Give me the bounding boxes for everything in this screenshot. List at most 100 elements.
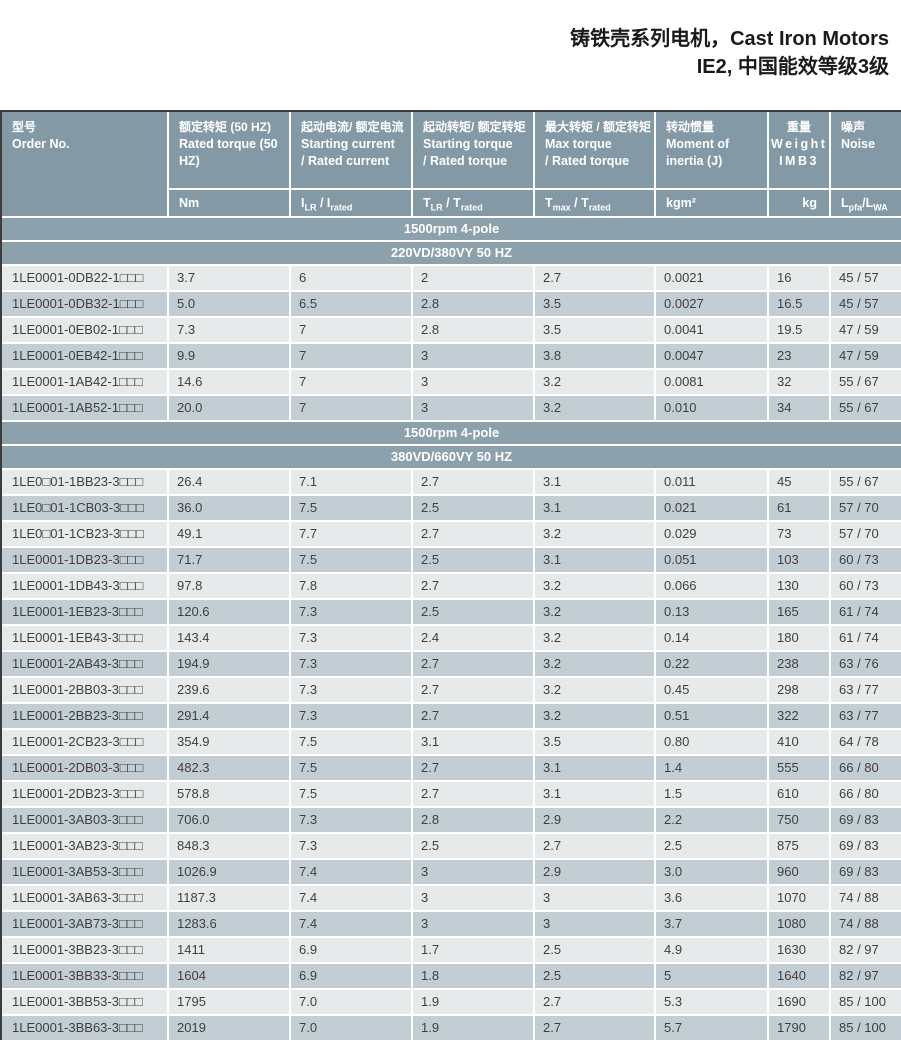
cell-max-torque-ratio: 3 bbox=[535, 886, 654, 910]
table-row: 1LE0001-3AB53-3□□□ 1026.9 7.4 3 2.9 3.0 960 69 … bbox=[2, 860, 901, 884]
unit-moment-of-inertia: kgm² bbox=[656, 190, 767, 216]
cell-starting-torque-ratio: 3 bbox=[413, 370, 533, 394]
cell-noise: 45 / 57 bbox=[831, 266, 901, 290]
cell-order-no: 1LE0001-0DB22-1□□□ bbox=[2, 266, 167, 290]
cell-starting-current-ratio: 7.4 bbox=[291, 912, 411, 936]
cell-rated-torque: 26.4 bbox=[169, 470, 289, 494]
cell-starting-torque-ratio: 3 bbox=[413, 344, 533, 368]
cell-starting-current-ratio: 7 bbox=[291, 396, 411, 420]
cell-moment-of-inertia: 0.0081 bbox=[656, 370, 767, 394]
cell-starting-torque-ratio: 2.8 bbox=[413, 318, 533, 342]
cell-weight: 238 bbox=[769, 652, 829, 676]
cell-starting-current-ratio: 7 bbox=[291, 318, 411, 342]
table-row: 1LE0001-2DB23-3□□□ 578.8 7.5 2.7 3.1 1.5 610 66… bbox=[2, 782, 901, 806]
cell-order-no: 1LE0001-3AB63-3□□□ bbox=[2, 886, 167, 910]
cell-max-torque-ratio: 3.2 bbox=[535, 626, 654, 650]
cell-noise: 85 / 100 bbox=[831, 990, 901, 1014]
cell-noise: 69 / 83 bbox=[831, 860, 901, 884]
cell-max-torque-ratio: 3.5 bbox=[535, 318, 654, 342]
cell-moment-of-inertia: 0.029 bbox=[656, 522, 767, 546]
unit-noise: Lpfa/LWA bbox=[831, 190, 901, 216]
cell-noise: 74 / 88 bbox=[831, 912, 901, 936]
cell-weight: 19.5 bbox=[769, 318, 829, 342]
cell-moment-of-inertia: 0.51 bbox=[656, 704, 767, 728]
header-starting-torque: 起动转矩/ 额定转矩 Starting torque / Rated torqu… bbox=[413, 112, 533, 188]
table-row: 1LE0001-1DB23-3□□□ 71.7 7.5 2.5 3.1 0.051 103 6… bbox=[2, 548, 901, 572]
cell-max-torque-ratio: 3.2 bbox=[535, 396, 654, 420]
cell-max-torque-ratio: 2.5 bbox=[535, 964, 654, 988]
cell-weight: 180 bbox=[769, 626, 829, 650]
cell-rated-torque: 291.4 bbox=[169, 704, 289, 728]
table-row: 1LE0001-3BB53-3□□□ 1795 7.0 1.9 2.7 5.3 1690 85… bbox=[2, 990, 901, 1014]
table-row: 1LE0001-1AB52-1□□□ 20.0 7 3 3.2 0.010 34 55 / 6… bbox=[2, 396, 901, 420]
cell-starting-torque-ratio: 2.8 bbox=[413, 292, 533, 316]
cell-starting-torque-ratio: 3 bbox=[413, 396, 533, 420]
cell-moment-of-inertia: 0.13 bbox=[656, 600, 767, 624]
cell-order-no: 1LE0001-1EB23-3□□□ bbox=[2, 600, 167, 624]
cell-max-torque-ratio: 2.9 bbox=[535, 808, 654, 832]
unit-max-torque: Tmax / Trated bbox=[535, 190, 654, 216]
cell-moment-of-inertia: 0.0021 bbox=[656, 266, 767, 290]
unit-starting-torque: TLR / Trated bbox=[413, 190, 533, 216]
cell-starting-torque-ratio: 1.8 bbox=[413, 964, 533, 988]
cell-max-torque-ratio: 3.2 bbox=[535, 370, 654, 394]
table-row: 1LE0001-3AB03-3□□□ 706.0 7.3 2.8 2.9 2.2 750 69… bbox=[2, 808, 901, 832]
cell-moment-of-inertia: 0.011 bbox=[656, 470, 767, 494]
cell-starting-current-ratio: 6 bbox=[291, 266, 411, 290]
header-noise: 噪声 Noise bbox=[831, 112, 901, 188]
cell-max-torque-ratio: 3.2 bbox=[535, 652, 654, 676]
cell-max-torque-ratio: 2.9 bbox=[535, 860, 654, 884]
cell-starting-current-ratio: 7 bbox=[291, 344, 411, 368]
cell-moment-of-inertia: 0.45 bbox=[656, 678, 767, 702]
cell-starting-current-ratio: 7.3 bbox=[291, 678, 411, 702]
cell-moment-of-inertia: 0.0027 bbox=[656, 292, 767, 316]
unit-weight: kg bbox=[769, 190, 829, 216]
header-max-torque: 最大转矩 / 额定转矩 Max torque / Rated torque bbox=[535, 112, 654, 188]
cell-max-torque-ratio: 3.2 bbox=[535, 678, 654, 702]
table-row: 1LE0001-1EB23-3□□□ 120.6 7.3 2.5 3.2 0.13 165 6… bbox=[2, 600, 901, 624]
cell-rated-torque: 578.8 bbox=[169, 782, 289, 806]
cell-weight: 73 bbox=[769, 522, 829, 546]
cell-max-torque-ratio: 3.5 bbox=[535, 730, 654, 754]
cell-starting-torque-ratio: 2.7 bbox=[413, 652, 533, 676]
cell-starting-torque-ratio: 2.5 bbox=[413, 496, 533, 520]
section-band-speed: 1500rpm 4-pole bbox=[2, 218, 901, 240]
cell-weight: 960 bbox=[769, 860, 829, 884]
cell-order-no: 1LE0001-3AB03-3□□□ bbox=[2, 808, 167, 832]
cell-starting-current-ratio: 7.7 bbox=[291, 522, 411, 546]
table-row: 1LE0001-3AB73-3□□□ 1283.6 7.4 3 3 3.7 1080 74 /… bbox=[2, 912, 901, 936]
cell-rated-torque: 36.0 bbox=[169, 496, 289, 520]
cell-max-torque-ratio: 3.2 bbox=[535, 522, 654, 546]
cell-max-torque-ratio: 2.7 bbox=[535, 1016, 654, 1040]
cell-rated-torque: 2019 bbox=[169, 1016, 289, 1040]
table-row: 1LE0001-3AB63-3□□□ 1187.3 7.4 3 3 3.6 1070 74 /… bbox=[2, 886, 901, 910]
table-row: 1LE0001-3AB23-3□□□ 848.3 7.3 2.5 2.7 2.5 875 69… bbox=[2, 834, 901, 858]
cell-order-no: 1LE0001-1AB42-1□□□ bbox=[2, 370, 167, 394]
cell-starting-torque-ratio: 3 bbox=[413, 860, 533, 884]
cell-moment-of-inertia: 0.80 bbox=[656, 730, 767, 754]
cell-noise: 64 / 78 bbox=[831, 730, 901, 754]
cell-moment-of-inertia: 4.9 bbox=[656, 938, 767, 962]
cell-starting-torque-ratio: 2.7 bbox=[413, 756, 533, 780]
cell-weight: 34 bbox=[769, 396, 829, 420]
cell-max-torque-ratio: 3.1 bbox=[535, 548, 654, 572]
cell-starting-torque-ratio: 2.4 bbox=[413, 626, 533, 650]
cell-rated-torque: 1283.6 bbox=[169, 912, 289, 936]
header-starting-current: 起动电流/ 额定电流 Starting current / Rated curr… bbox=[291, 112, 411, 188]
cell-starting-current-ratio: 6.9 bbox=[291, 938, 411, 962]
cell-rated-torque: 20.0 bbox=[169, 396, 289, 420]
cell-starting-torque-ratio: 1.9 bbox=[413, 990, 533, 1014]
cell-starting-torque-ratio: 3 bbox=[413, 886, 533, 910]
cell-weight: 45 bbox=[769, 470, 829, 494]
cell-rated-torque: 7.3 bbox=[169, 318, 289, 342]
page-title: 铸铁壳系列电机，Cast Iron Motors IE2, 中国能效等级3级 bbox=[0, 0, 901, 81]
cell-weight: 61 bbox=[769, 496, 829, 520]
cell-moment-of-inertia: 1.5 bbox=[656, 782, 767, 806]
table-header: 型号 Order No. 额定转矩 (50 HZ) Rated torque (… bbox=[2, 112, 901, 216]
cell-noise: 55 / 67 bbox=[831, 370, 901, 394]
table-row: 1LE0□01-1BB23-3□□□ 26.4 7.1 2.7 3.1 0.011 45 55… bbox=[2, 470, 901, 494]
cell-rated-torque: 14.6 bbox=[169, 370, 289, 394]
cell-starting-current-ratio: 7 bbox=[291, 370, 411, 394]
cell-weight: 16.5 bbox=[769, 292, 829, 316]
cell-order-no: 1LE0001-2CB23-3□□□ bbox=[2, 730, 167, 754]
